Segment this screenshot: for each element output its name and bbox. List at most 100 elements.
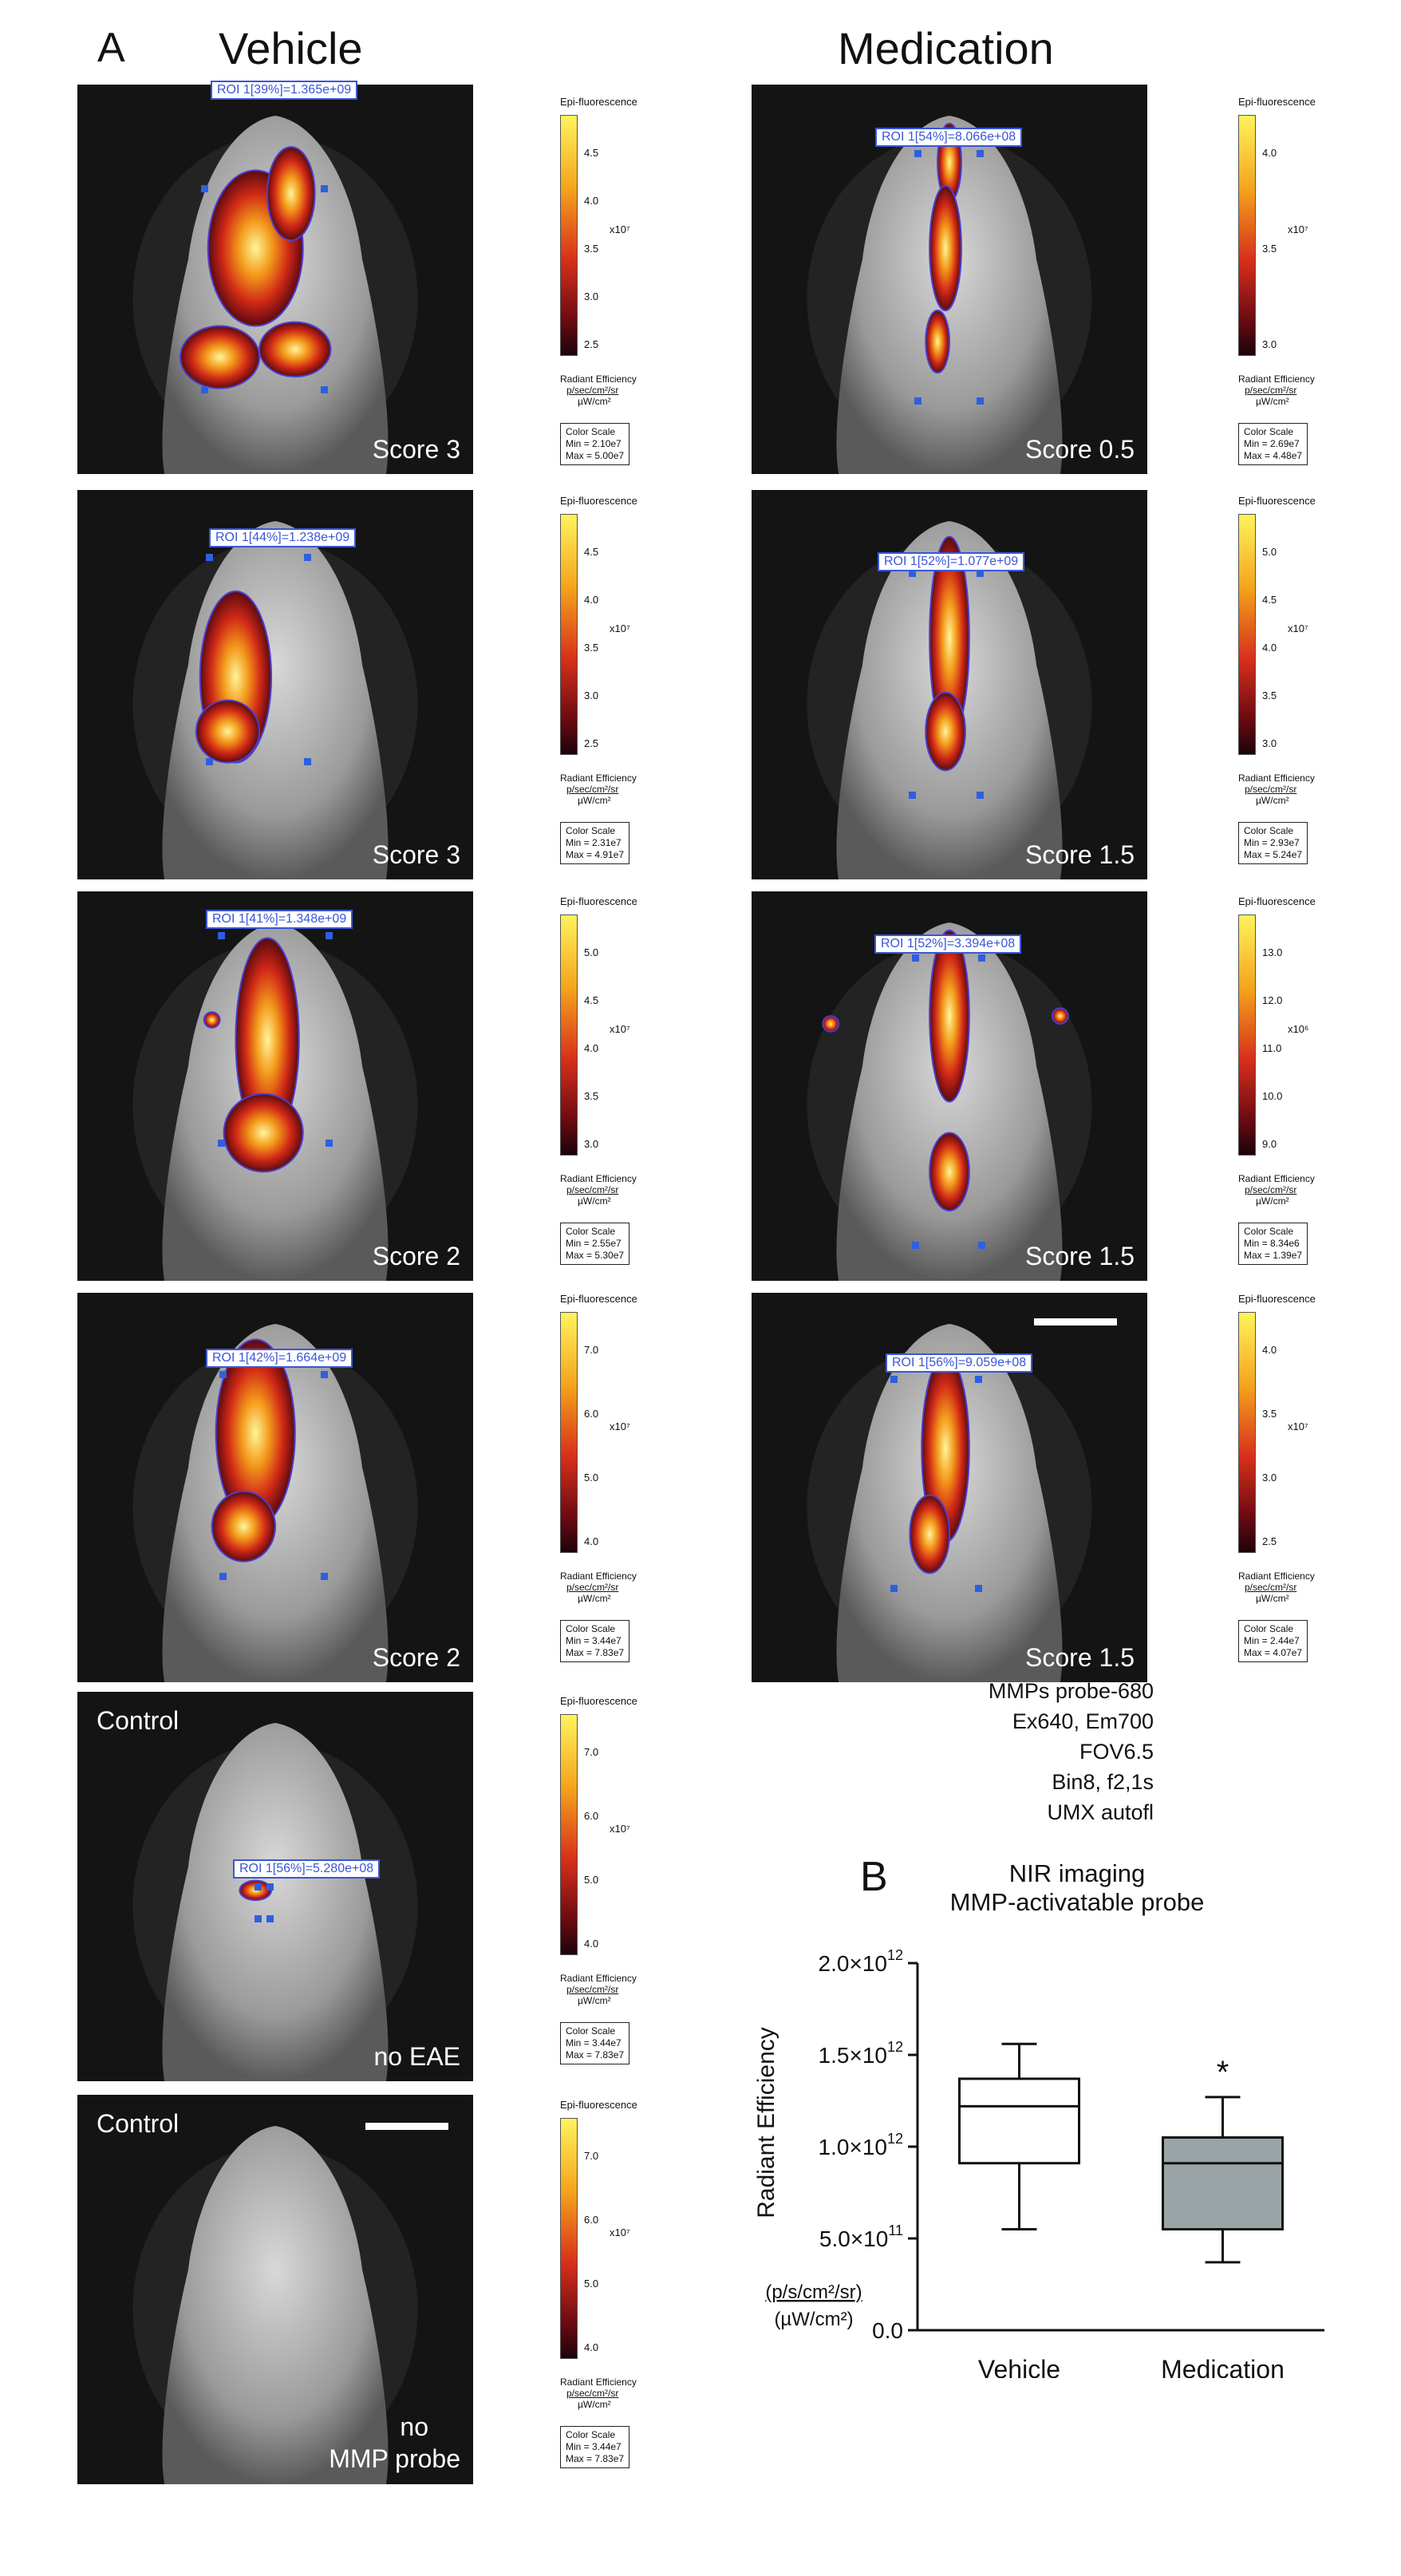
color-scale-label: Color Scale xyxy=(566,825,616,836)
units-numerator: p/sec/cm²/sr xyxy=(566,1582,619,1593)
roi-measurement: ROI 1[39%]=1.365e+09 xyxy=(211,81,358,100)
color-scale-max: Max = 7.83e7 xyxy=(566,2453,625,2464)
fluorescence-signal xyxy=(929,184,962,312)
colorbar-tick: 3.5 xyxy=(1262,689,1277,701)
colorbar-gradient xyxy=(560,1312,578,1553)
units-denominator: µW/cm² xyxy=(578,795,611,806)
colorbar-tick: 5.0 xyxy=(584,1874,599,1886)
mouse-body xyxy=(162,1723,389,2081)
score-line-2: MMP probe xyxy=(329,2444,460,2473)
roi-corner-marker xyxy=(977,397,984,405)
score-label: no EAE xyxy=(373,2042,460,2071)
colorbar-tick: 3.0 xyxy=(584,290,599,302)
mouse-body xyxy=(162,2126,389,2484)
units-numerator: p/sec/cm²/sr xyxy=(1245,1184,1297,1195)
roi-measurement: ROI 1[54%]=8.066e+08 xyxy=(875,128,1023,147)
colorbar-title: Epi-fluorescence xyxy=(1238,96,1316,108)
colorbar-tick: 11.0 xyxy=(1262,1042,1282,1054)
roi-corner-marker xyxy=(321,1371,328,1378)
color-scale-label: Color Scale xyxy=(1244,426,1294,437)
radiant-efficiency-label: Radiant Efficiency xyxy=(560,1570,637,1582)
colorbar-tick: 6.0 xyxy=(584,1408,599,1420)
medication-column-title: Medication xyxy=(838,23,1054,73)
colorbar-tick: 4.0 xyxy=(584,1938,599,1950)
fluorescence-signal xyxy=(266,146,316,242)
roi-measurement: ROI 1[52%]=1.077e+09 xyxy=(878,552,1025,571)
colorbar-gradient xyxy=(560,115,578,356)
image-tile-m3: Score 1.5 xyxy=(752,891,1147,1281)
color-scale-min: Min = 2.55e7 xyxy=(566,1238,622,1249)
colorbar-gradient xyxy=(1238,514,1256,755)
colorbar-units: Radiant Efficiency p/sec/cm²/sr µW/cm² xyxy=(560,1973,637,2006)
roi-corner-marker xyxy=(326,932,333,939)
colorbar-tick: 4.5 xyxy=(584,147,599,159)
colorbar: Epi-fluorescence 7.0 6.0 5.0 4.0 x10⁷ Radiant … xyxy=(560,2099,720,2474)
image-tile-c2: Control no MMP probe xyxy=(77,2095,473,2484)
roi-corner-marker xyxy=(321,1573,328,1580)
colorbar-multiplier: x10⁷ xyxy=(1288,223,1308,235)
imaging-param: FOV6.5 xyxy=(1079,1740,1154,1764)
colorbar-tick: 3.0 xyxy=(1262,737,1277,749)
color-scale-max: Max = 7.83e7 xyxy=(566,2049,625,2060)
image-tile-v3: Score 2 xyxy=(77,891,473,1281)
colorbar: Epi-fluorescence 4.0 3.5 3.0 x10⁷ Radiant Eff… xyxy=(1238,96,1398,471)
x-category-label: Medication xyxy=(1161,2355,1285,2378)
radiant-efficiency-label: Radiant Efficiency xyxy=(1238,772,1315,784)
roi-corner-marker xyxy=(206,758,213,765)
roi-measurement: ROI 1[56%]=9.059e+08 xyxy=(886,1353,1033,1373)
fluorescence-signal xyxy=(929,1132,970,1212)
scale-bar xyxy=(1034,1318,1117,1326)
color-scale-min: Min = 2.93e7 xyxy=(1244,837,1300,848)
colorbar-tick: 3.5 xyxy=(1262,1408,1277,1420)
units-denominator: µW/cm² xyxy=(578,1995,611,2006)
color-scale-box: Color Scale Min = 8.34e6 Max = 1.39e7 xyxy=(1238,1223,1308,1265)
mouse-image xyxy=(752,1293,1147,1682)
scale-bar xyxy=(365,2123,448,2130)
colorbar-title: Epi-fluorescence xyxy=(560,2099,637,2111)
colorbar: Epi-fluorescence 4.5 4.0 3.5 3.0 2.5 x10⁷ Radia… xyxy=(560,495,720,870)
score-label: Score 2 xyxy=(372,1242,460,1270)
roi-corner-marker xyxy=(909,570,916,577)
color-scale-min: Min = 2.69e7 xyxy=(1244,438,1300,449)
y-tick-label: 5.0×1011 xyxy=(819,2222,903,2251)
color-scale-box: Color Scale Min = 3.44e7 Max = 7.83e7 xyxy=(560,2426,630,2468)
colorbar-tick: 7.0 xyxy=(584,2150,599,2162)
colorbar-title: Epi-fluorescence xyxy=(560,895,637,907)
color-scale-max: Max = 4.07e7 xyxy=(1244,1647,1303,1658)
colorbar-gradient xyxy=(1238,1312,1256,1553)
colorbar-gradient xyxy=(560,1714,578,1955)
colorbar-multiplier: x10⁶ xyxy=(1288,1023,1309,1035)
color-scale-label: Color Scale xyxy=(1244,825,1294,836)
color-scale-min: Min = 8.34e6 xyxy=(1244,1238,1300,1249)
score-label: Score 1.5 xyxy=(1025,840,1135,869)
radiant-efficiency-label: Radiant Efficiency xyxy=(560,373,637,385)
color-scale-min: Min = 3.44e7 xyxy=(566,1635,622,1646)
roi-corner-marker xyxy=(219,1371,227,1378)
color-scale-max: Max = 1.39e7 xyxy=(1244,1250,1303,1261)
roi-measurement: ROI 1[44%]=1.238e+09 xyxy=(209,528,357,547)
chart-title-line1: NIR imaging xyxy=(1008,1859,1146,1887)
color-scale-min: Min = 3.44e7 xyxy=(566,2037,622,2049)
roi-corner-marker xyxy=(978,1242,985,1249)
image-tile-m2: Score 1.5 xyxy=(752,490,1147,879)
roi-measurement: ROI 1[52%]=3.394e+08 xyxy=(874,934,1022,954)
color-scale-box: Color Scale Min = 2.31e7 Max = 4.91e7 xyxy=(560,822,630,864)
units-denominator: µW/cm² xyxy=(578,396,611,407)
colorbar-tick: 5.0 xyxy=(584,2278,599,2290)
color-scale-label: Color Scale xyxy=(566,2429,616,2440)
roi-corner-marker xyxy=(206,554,213,561)
colorbar-gradient xyxy=(1238,115,1256,356)
colorbar-tick: 5.0 xyxy=(584,1472,599,1484)
mouse-image xyxy=(77,85,473,474)
colorbar-multiplier: x10⁷ xyxy=(610,2226,630,2238)
roi-corner-marker xyxy=(266,1883,274,1891)
colorbar-tick: 3.5 xyxy=(584,243,599,255)
significance-marker: * xyxy=(1217,2055,1229,2090)
color-scale-label: Color Scale xyxy=(566,1623,616,1634)
colorbar: Epi-fluorescence 4.0 3.5 3.0 2.5 x10⁷ Radiant … xyxy=(1238,1293,1398,1668)
colorbar-tick: 4.0 xyxy=(1262,642,1277,654)
colorbar-title: Epi-fluorescence xyxy=(1238,495,1316,507)
colorbar-tick: 4.0 xyxy=(584,1042,599,1054)
roi-corner-marker xyxy=(912,1242,919,1249)
y-tick-label: 0.0 xyxy=(872,2318,903,2343)
